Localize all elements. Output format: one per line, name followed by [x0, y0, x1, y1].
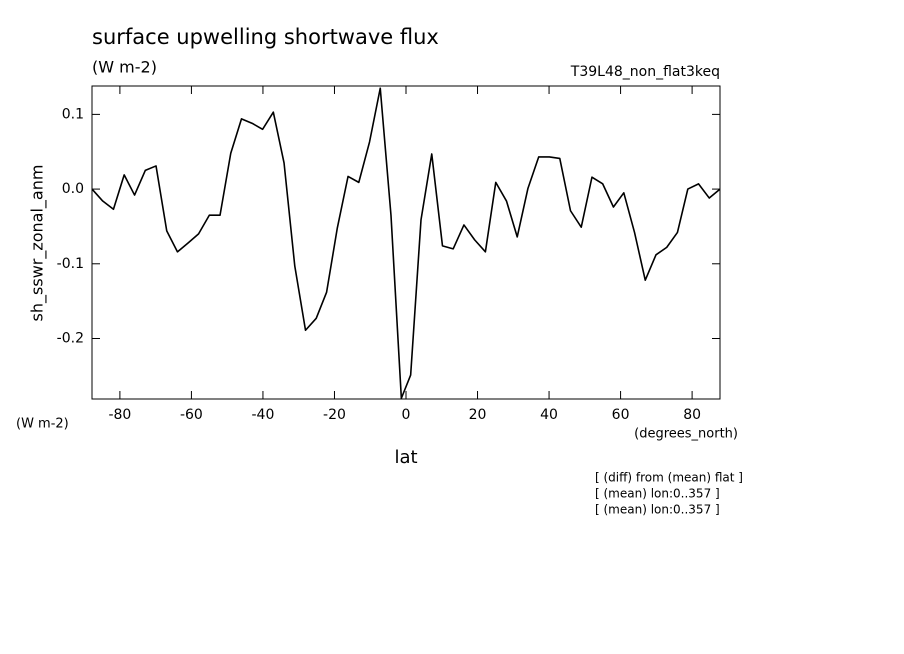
y-tick-label: 0.0	[62, 181, 84, 197]
chart-subtitle: (W m-2)	[92, 58, 157, 77]
y-tick-label: -0.1	[57, 256, 84, 272]
x-tick-label: -40	[252, 407, 275, 423]
x-tick-label: 0	[402, 407, 411, 423]
x-tick-label: 40	[540, 407, 558, 423]
x-unit: (degrees_north)	[634, 427, 738, 442]
chart-title: surface upwelling shortwave flux	[92, 25, 439, 49]
y-tick-label: -0.2	[57, 330, 84, 346]
plot-frame	[91, 85, 721, 400]
run-label: T39L48_non_flat3keq	[570, 64, 720, 80]
x-tick-label: 20	[469, 407, 487, 423]
x-tick-label: -20	[323, 407, 346, 423]
x-tick-label: -80	[108, 407, 131, 423]
y-tick-label: 0.1	[62, 106, 84, 122]
data-line	[91, 87, 721, 400]
annotation: [ (mean) lon:0..357 ]	[595, 487, 720, 501]
annotation: [ (diff) from (mean) flat ]	[595, 471, 743, 485]
y-unit: (W m-2)	[16, 417, 69, 432]
y-axis-label: sh_sswr_zonal_anm	[28, 165, 48, 322]
x-tick-label: 60	[612, 407, 630, 423]
x-axis-label: lat	[394, 447, 417, 468]
annotation: [ (mean) lon:0..357 ]	[595, 503, 720, 517]
x-tick-label: 80	[683, 407, 701, 423]
x-tick-label: -60	[180, 407, 203, 423]
